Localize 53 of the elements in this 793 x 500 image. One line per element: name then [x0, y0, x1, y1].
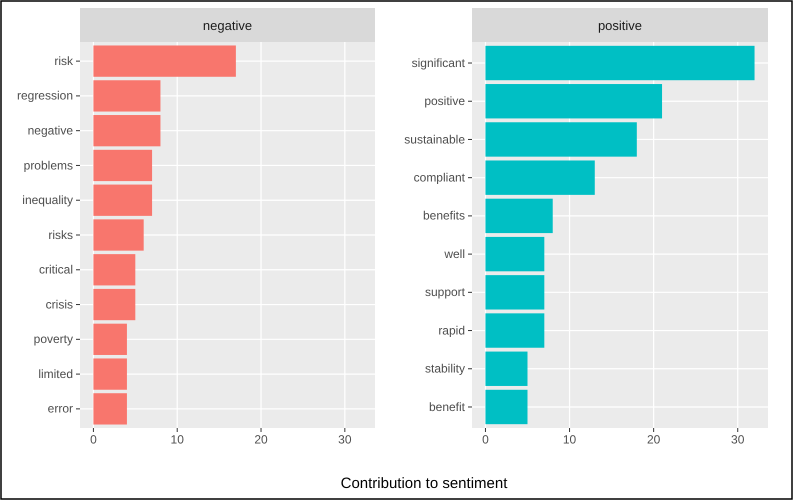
y-tick-label: stability [424, 362, 465, 376]
y-tick-label: compliant [414, 170, 466, 185]
bar [485, 122, 637, 157]
bar [485, 84, 662, 118]
y-tick-label: benefit [428, 400, 466, 414]
y-tick-label: rapid [438, 323, 465, 338]
bar [485, 160, 595, 195]
y-tick-label: positive [424, 94, 466, 108]
bar [485, 275, 544, 310]
y-tick-label: poverty [34, 332, 73, 346]
y-tick-label: support [424, 285, 466, 300]
bar [485, 390, 528, 424]
bar [93, 358, 127, 390]
y-tick-label: limited [38, 366, 73, 381]
y-tick-label: error [48, 402, 73, 416]
y-tick-label: crisis [46, 297, 73, 312]
bar [93, 219, 144, 251]
y-tick-label: significant [412, 56, 466, 70]
y-tick-label: regression [16, 88, 73, 103]
x-tick-label: 0 [90, 432, 98, 447]
y-tick-label: well [443, 246, 465, 261]
y-tick-label: inequality [22, 193, 73, 208]
x-tick-label: 10 [562, 432, 577, 447]
y-tick-label: risk [54, 54, 74, 68]
y-tick-label: problems [24, 158, 73, 172]
bar [93, 184, 152, 216]
chart-title: positive [598, 18, 642, 33]
x-tick-label: 10 [170, 432, 184, 447]
x-tick-label: 20 [254, 432, 268, 447]
bar [485, 198, 553, 234]
y-tick-label: negative [28, 124, 74, 138]
bar [93, 393, 127, 425]
x-tick-label: 20 [646, 432, 661, 447]
bar [93, 150, 152, 182]
bar [485, 46, 755, 80]
x-tick-label: 30 [731, 432, 745, 447]
bar [93, 45, 236, 77]
x-axis-title: Contribution to sentiment [340, 475, 508, 492]
x-tick-label: 0 [482, 432, 490, 447]
y-tick-label: critical [38, 262, 73, 277]
y-tick-label: sustainable [404, 132, 466, 146]
chart-title: negative [202, 18, 252, 33]
y-tick-label: risks [48, 228, 73, 242]
bar [485, 352, 528, 386]
bar [485, 236, 544, 272]
bar [93, 324, 127, 355]
bar [93, 115, 160, 146]
y-tick-label: benefits [422, 208, 465, 223]
x-tick-label: 30 [338, 432, 352, 447]
bar [93, 254, 136, 286]
bar [485, 313, 544, 348]
bar [93, 288, 136, 320]
bar [93, 80, 160, 112]
